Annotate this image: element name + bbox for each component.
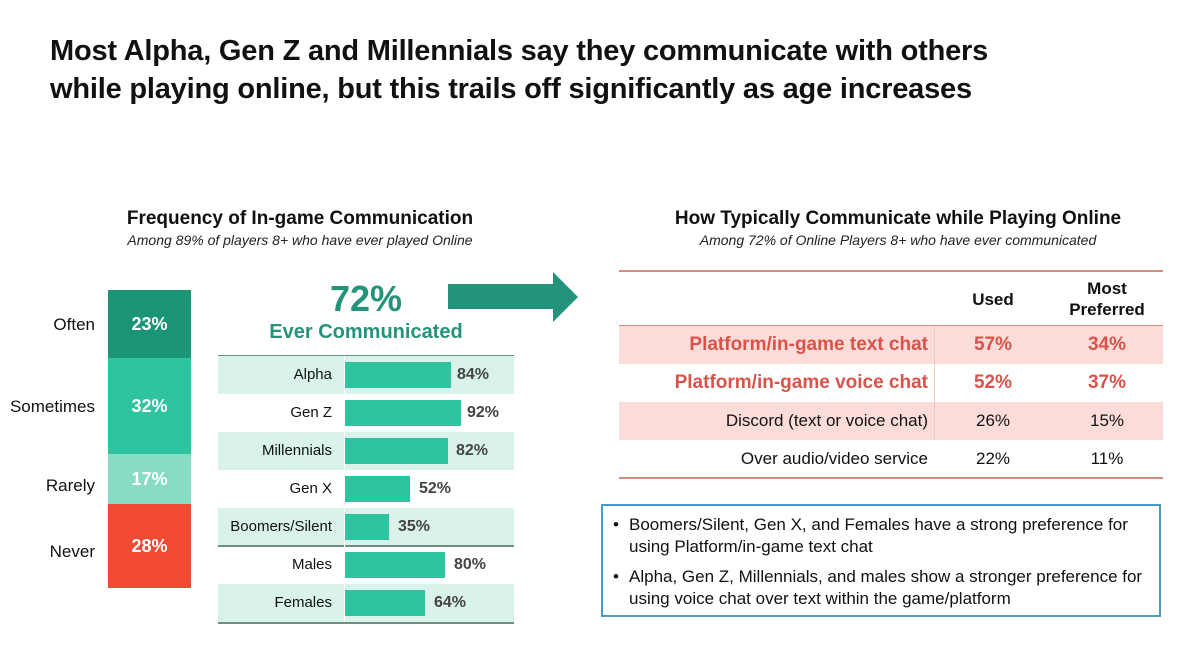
frequency-section-subtitle: Among 89% of players 8+ who have ever pl…	[127, 232, 473, 248]
segment-value: 64%	[434, 594, 467, 611]
insights-box: Boomers/Silent, Gen X, and Females have …	[601, 504, 1161, 617]
communication-table-bottom-rule	[619, 477, 1163, 479]
segment-table: Alpha 84% Gen Z 92% Millennials 82% Gen …	[218, 356, 514, 622]
page-title-line-1: Most Alpha, Gen Z and Millennials say th…	[50, 35, 989, 67]
column-header-used: Used	[972, 290, 1014, 309]
frequency-value-never: 28%	[131, 535, 168, 556]
used-value: 26%	[975, 411, 1011, 430]
segment-bar	[345, 362, 451, 388]
segment-table-column-divider	[344, 356, 345, 622]
frequency-stacked-bar: 23% 32% 17% 28%	[108, 290, 191, 588]
segment-row-millennials: Millennials 82%	[218, 432, 514, 470]
segment-bar	[345, 476, 410, 502]
segment-label: Males	[291, 556, 332, 573]
segment-table-divider	[218, 545, 514, 547]
segment-row-boomers-silent: Boomers/Silent 35%	[218, 508, 514, 546]
preferred-value: 37%	[1087, 372, 1127, 393]
segment-table-bottom-rule	[218, 622, 514, 624]
column-header-most-preferred: Most Preferred	[1057, 278, 1157, 320]
column-header-most-preferred-line-2: Preferred	[1069, 300, 1145, 319]
segment-value: 35%	[398, 518, 431, 535]
frequency-value-sometimes: 32%	[131, 395, 168, 416]
frequency-value-rarely: 17%	[131, 468, 168, 489]
communication-row-discord: Discord (text or voice chat) 26% 15%	[619, 402, 1163, 440]
segment-label: Gen X	[289, 480, 332, 497]
segment-value: 52%	[419, 480, 452, 497]
communication-table-column-divider	[934, 326, 935, 440]
segment-bar	[345, 590, 425, 616]
method-label: Over audio/video service	[740, 449, 928, 468]
segment-row-females: Females 64%	[218, 584, 514, 622]
preferred-value: 15%	[1089, 411, 1125, 430]
segment-bar	[345, 552, 445, 578]
frequency-segment-rarely: 17%	[108, 454, 191, 504]
method-label: Platform/in-game text chat	[689, 334, 928, 355]
communication-row-text-chat: Platform/in-game text chat 57% 34%	[619, 326, 1163, 364]
page-title: Most Alpha, Gen Z and Millennials say th…	[50, 32, 988, 108]
column-header-most-preferred-line-1: Most	[1087, 279, 1127, 298]
communication-table-header-rule	[619, 325, 1163, 326]
segment-row-gen-x: Gen X 52%	[218, 470, 514, 508]
right-arrow-icon	[448, 272, 578, 322]
communication-section-title: How Typically Communicate while Playing …	[674, 208, 1122, 229]
preferred-value: 34%	[1087, 334, 1127, 355]
insight-item: Alpha, Gen Z, Millennials, and males sho…	[613, 566, 1145, 610]
frequency-label-sometimes: Sometimes	[9, 397, 95, 416]
segment-value: 84%	[457, 366, 490, 383]
frequency-segment-sometimes: 32%	[108, 358, 191, 454]
frequency-label-never: Never	[49, 542, 95, 561]
segment-label: Females	[274, 594, 332, 611]
segment-label: Gen Z	[290, 404, 332, 421]
page-title-line-2: while playing online, but this trails of…	[50, 73, 972, 105]
segment-row-alpha: Alpha 84%	[218, 356, 514, 394]
frequency-segment-often: 23%	[108, 290, 191, 358]
used-value: 22%	[975, 449, 1011, 468]
segment-row-males: Males 80%	[218, 546, 514, 584]
frequency-section-title: Frequency of In-game Communication	[126, 208, 474, 229]
used-value: 52%	[973, 372, 1013, 393]
frequency-segment-never: 28%	[108, 504, 191, 588]
ever-communicated-label: Ever Communicated	[269, 321, 463, 343]
method-label: Platform/in-game voice chat	[674, 372, 928, 393]
segment-label: Alpha	[293, 366, 332, 383]
segment-value: 82%	[456, 442, 489, 459]
segment-label: Boomers/Silent	[230, 518, 332, 535]
frequency-label-rarely: Rarely	[45, 476, 95, 495]
segment-bar	[345, 438, 448, 464]
ever-communicated-value: 72%	[329, 278, 403, 319]
insight-item: Boomers/Silent, Gen X, and Females have …	[613, 514, 1145, 558]
method-label: Discord (text or voice chat)	[725, 411, 928, 430]
frequency-value-often: 23%	[131, 313, 168, 334]
preferred-value: 11%	[1090, 449, 1124, 468]
segment-label: Millennials	[261, 442, 332, 459]
segment-bar	[345, 400, 461, 426]
segment-bar	[345, 514, 389, 540]
segment-value: 92%	[467, 404, 500, 421]
segment-value: 80%	[454, 556, 487, 573]
communication-row-voice-chat: Platform/in-game voice chat 52% 37%	[619, 364, 1163, 402]
frequency-label-often: Often	[53, 315, 95, 334]
communication-table-top-rule	[619, 270, 1163, 272]
communication-row-audio-video: Over audio/video service 22% 11%	[619, 440, 1163, 478]
communication-section-subtitle: Among 72% of Online Players 8+ who have …	[699, 232, 1097, 248]
segment-row-gen-z: Gen Z 92%	[218, 394, 514, 432]
used-value: 57%	[973, 334, 1013, 355]
